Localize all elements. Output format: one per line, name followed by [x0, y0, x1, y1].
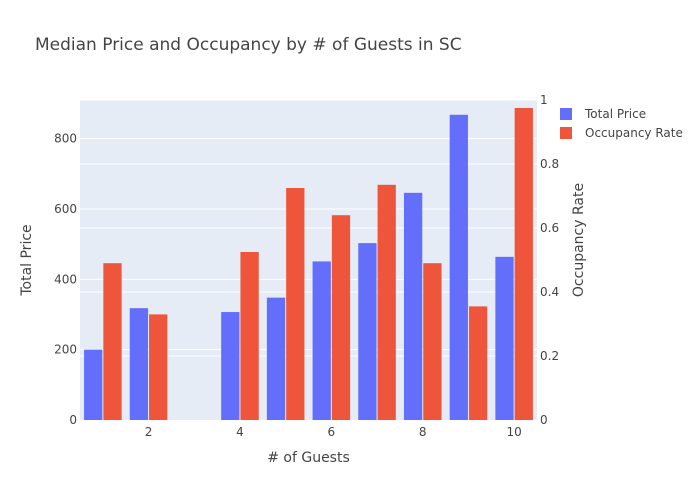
legend-label: Occupancy Rate — [585, 125, 683, 140]
y-tick-label: 600 — [54, 202, 77, 216]
x-tick-label: 4 — [236, 425, 244, 439]
bar-total-price[interactable] — [449, 114, 468, 421]
legend-swatch — [560, 126, 572, 139]
bar-occupancy-rate[interactable] — [423, 263, 442, 420]
x-tick-label: 10 — [507, 425, 522, 439]
x-tick-label: 2 — [145, 425, 153, 439]
bar-occupancy-rate[interactable] — [286, 188, 305, 420]
y2-axis-title: Occupancy Rate — [571, 183, 587, 297]
bar-occupancy-rate[interactable] — [468, 306, 488, 420]
bar-total-price[interactable] — [312, 261, 331, 420]
bar-total-price[interactable] — [84, 349, 103, 420]
bar-occupancy-rate[interactable] — [377, 184, 396, 420]
x-tick-label: 6 — [328, 425, 336, 439]
x-tick-label: 8 — [419, 425, 427, 439]
tick-labels: 0 200 400 600 800 0 0.2 0.4 0.6 0.8 1 2 4 6 8 10 — [54, 93, 559, 439]
y2-tick-label: 0.6 — [540, 221, 559, 235]
legend-item-occupancy-rate[interactable]: Occupancy Rate — [560, 123, 683, 142]
y2-tick-label: 1 — [540, 93, 548, 107]
bar-total-price[interactable] — [495, 256, 514, 420]
bar-total-price[interactable] — [403, 192, 423, 420]
y-tick-label: 400 — [54, 272, 77, 286]
bar-total-price[interactable] — [129, 308, 149, 420]
bar-total-price[interactable] — [358, 243, 377, 420]
y2-tick-label: 0 — [540, 413, 548, 427]
legend: Total Price Occupancy Rate — [560, 104, 683, 142]
bar-occupancy-rate[interactable] — [149, 314, 168, 420]
legend-swatch — [560, 107, 572, 120]
bars — [84, 108, 533, 421]
x-axis-title: # of Guests — [267, 450, 350, 466]
y-tick-label: 200 — [54, 343, 77, 357]
plot-background — [80, 100, 537, 420]
bar-total-price[interactable] — [221, 312, 240, 420]
y2-tick-label: 0.8 — [540, 157, 559, 171]
y-tick-label: 800 — [54, 132, 77, 146]
legend-label: Total Price — [585, 106, 647, 121]
chart-title: Median Price and Occupancy by # of Guest… — [35, 35, 462, 55]
y2-tick-label: 0.4 — [540, 285, 559, 299]
bar-occupancy-rate[interactable] — [331, 215, 351, 420]
y2-tick-label: 0.2 — [540, 349, 559, 363]
bar-occupancy-rate[interactable] — [514, 108, 533, 420]
y-tick-label: 0 — [69, 413, 77, 427]
bar-occupancy-rate[interactable] — [103, 263, 122, 420]
y-axis-title: Total Price — [19, 224, 35, 296]
bar-total-price[interactable] — [266, 297, 286, 420]
legend-item-total-price[interactable]: Total Price — [560, 104, 683, 123]
bar-occupancy-rate[interactable] — [240, 252, 259, 420]
